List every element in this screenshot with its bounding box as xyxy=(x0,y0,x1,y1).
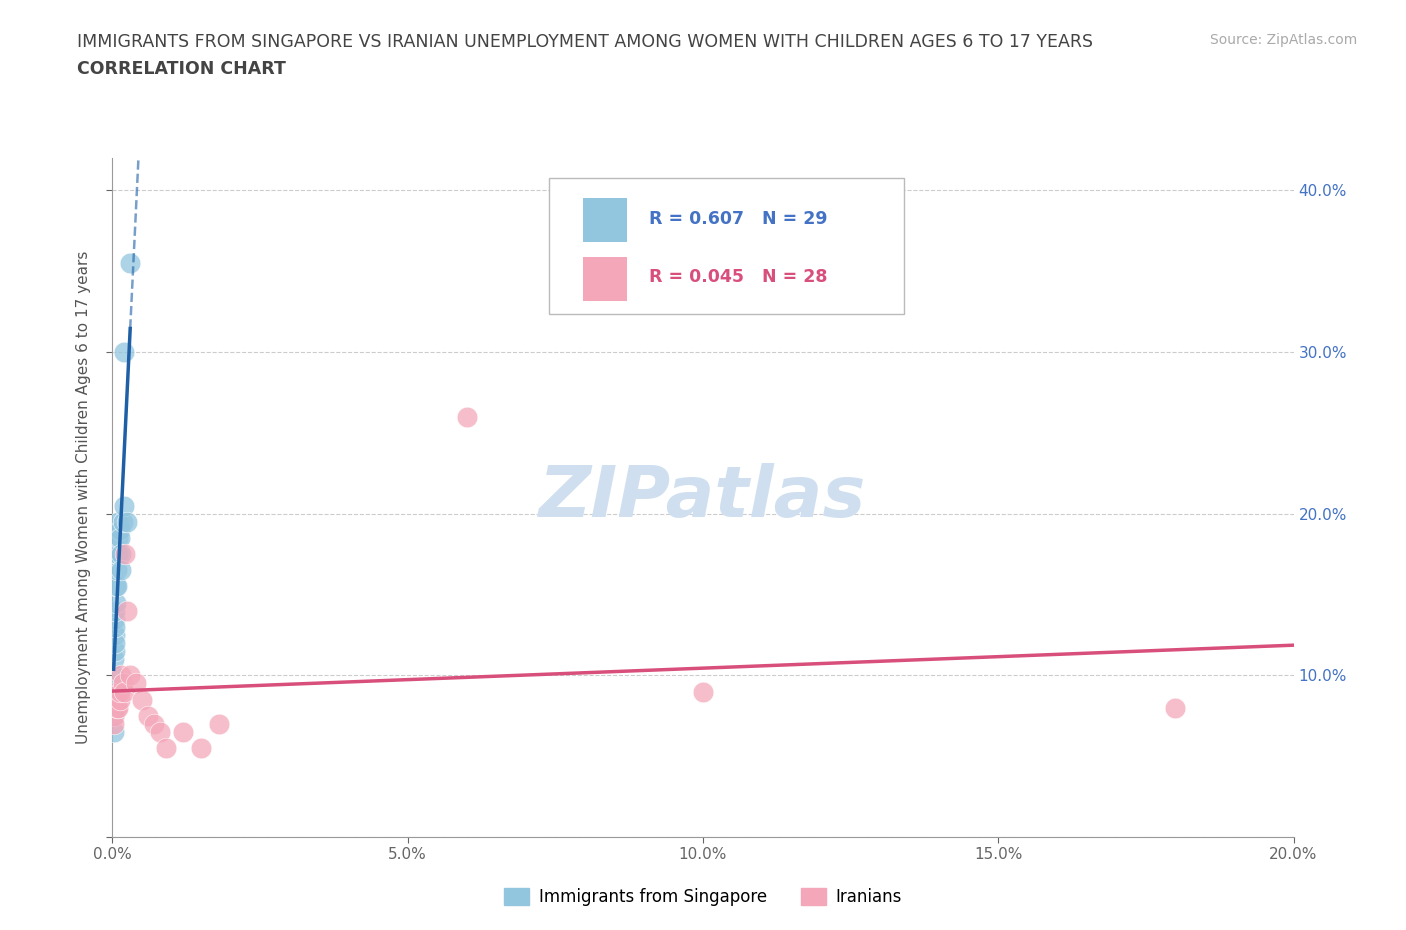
Point xyxy=(190,740,212,755)
FancyBboxPatch shape xyxy=(550,179,904,314)
FancyBboxPatch shape xyxy=(582,257,627,301)
Point xyxy=(107,547,129,562)
Point xyxy=(117,514,138,529)
Point xyxy=(105,547,128,562)
Text: Source: ZipAtlas.com: Source: ZipAtlas.com xyxy=(1209,33,1357,46)
Point xyxy=(103,692,125,707)
Point xyxy=(103,724,125,739)
Point xyxy=(131,692,153,707)
Point xyxy=(105,692,128,707)
Point xyxy=(105,684,128,699)
Point xyxy=(112,684,135,699)
Point xyxy=(108,684,131,699)
Point xyxy=(456,409,478,424)
Point xyxy=(117,604,138,618)
Point xyxy=(107,700,129,715)
Point xyxy=(105,595,128,610)
Y-axis label: Unemployment Among Women with Children Ages 6 to 17 years: Unemployment Among Women with Children A… xyxy=(76,251,91,744)
Point xyxy=(105,563,128,578)
Point xyxy=(110,547,132,562)
FancyBboxPatch shape xyxy=(582,198,627,243)
Point xyxy=(120,256,142,271)
Point xyxy=(105,579,128,594)
Point xyxy=(104,611,127,626)
Point xyxy=(103,709,125,724)
Point xyxy=(112,345,135,360)
Point xyxy=(110,563,132,578)
Point xyxy=(120,668,142,683)
Point xyxy=(103,652,125,667)
Point xyxy=(1164,700,1187,715)
Point xyxy=(149,724,172,739)
Point xyxy=(136,709,159,724)
Point xyxy=(112,498,135,513)
Point xyxy=(104,604,127,618)
Point xyxy=(104,628,127,643)
Text: IMMIGRANTS FROM SINGAPORE VS IRANIAN UNEMPLOYMENT AMONG WOMEN WITH CHILDREN AGES: IMMIGRANTS FROM SINGAPORE VS IRANIAN UNE… xyxy=(77,33,1094,50)
Point xyxy=(111,514,134,529)
Text: R = 0.607   N = 29: R = 0.607 N = 29 xyxy=(648,209,827,228)
Text: R = 0.045   N = 28: R = 0.045 N = 28 xyxy=(648,268,827,286)
Point xyxy=(107,514,129,529)
Point xyxy=(103,668,125,683)
Point xyxy=(103,716,125,731)
Legend: Immigrants from Singapore, Iranians: Immigrants from Singapore, Iranians xyxy=(498,881,908,912)
Point xyxy=(107,530,129,545)
Point xyxy=(104,635,127,650)
Point xyxy=(125,676,148,691)
Point xyxy=(108,523,131,538)
Point xyxy=(105,579,128,594)
Point xyxy=(104,692,127,707)
Point xyxy=(155,740,177,755)
Text: CORRELATION CHART: CORRELATION CHART xyxy=(77,60,287,78)
Point xyxy=(112,676,135,691)
Point xyxy=(108,692,131,707)
Point xyxy=(103,709,125,724)
Point xyxy=(104,619,127,634)
Point xyxy=(108,530,131,545)
Point xyxy=(104,644,127,658)
Point xyxy=(104,692,127,707)
Text: ZIPatlas: ZIPatlas xyxy=(540,463,866,532)
Point xyxy=(110,668,132,683)
Point xyxy=(172,724,194,739)
Point xyxy=(692,684,714,699)
Point xyxy=(114,547,136,562)
Point xyxy=(208,716,231,731)
Point xyxy=(142,716,165,731)
Point xyxy=(105,700,128,715)
Point xyxy=(103,684,125,699)
